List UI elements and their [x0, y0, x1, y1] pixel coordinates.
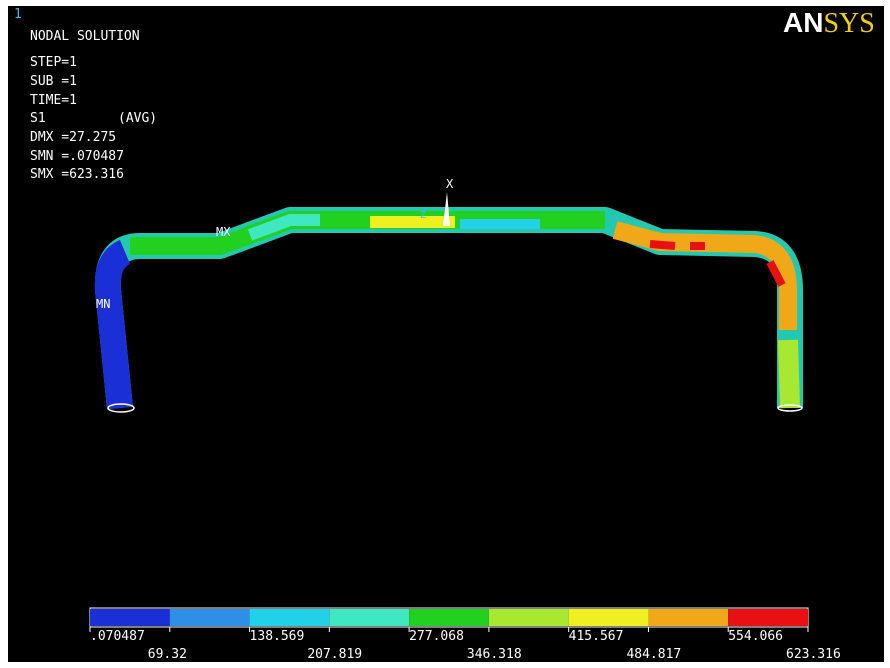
max-label: MX [216, 225, 231, 239]
info-stat: DMX =27.275 [30, 130, 116, 145]
legend-swatch [170, 609, 250, 626]
axis-label: Z [420, 210, 426, 221]
legend-label: 554.066 [728, 629, 783, 644]
legend-swatch [648, 609, 728, 626]
pipe-zone [788, 340, 790, 408]
legend-label: 138.569 [250, 629, 305, 644]
logo: ANSYS [783, 7, 875, 39]
logo-part: AN [783, 7, 823, 38]
info-stat: SMX =623.316 [30, 167, 124, 182]
info-line: STEP=1 [30, 55, 77, 70]
info-result: S1 [30, 111, 46, 126]
legend-swatch [569, 609, 649, 626]
legend-swatch [90, 609, 170, 626]
legend-label: .070487 [90, 629, 145, 644]
info-stat: SMN =.070487 [30, 149, 124, 164]
info-avg: (AVG) [118, 111, 157, 126]
legend-label: 207.819 [307, 647, 362, 662]
info-line: TIME=1 [30, 93, 77, 108]
legend-label: 415.567 [569, 629, 624, 644]
window-number: 1 [14, 7, 22, 22]
legend-swatch [728, 609, 808, 626]
legend-swatch [409, 609, 489, 626]
legend-swatch [250, 609, 330, 626]
min-label: MN [96, 297, 110, 311]
info-title: NODAL SOLUTION [30, 29, 140, 44]
logo-part: SYS [823, 8, 874, 39]
graphics-area [8, 6, 884, 662]
legend-label: 346.318 [467, 647, 522, 662]
legend-swatch [329, 609, 409, 626]
legend-label: 69.32 [148, 647, 187, 662]
legend-swatch [489, 609, 569, 626]
ansys-window: 1 NODAL SOLUTION STEP=1 SUB =1 TIME=1 S1… [0, 0, 890, 668]
legend-label: 623.316 [786, 647, 841, 662]
legend-label: 484.817 [626, 647, 681, 662]
info-line: SUB =1 [30, 74, 77, 89]
axis-label: X [446, 177, 454, 191]
legend-label: 277.068 [409, 629, 464, 644]
